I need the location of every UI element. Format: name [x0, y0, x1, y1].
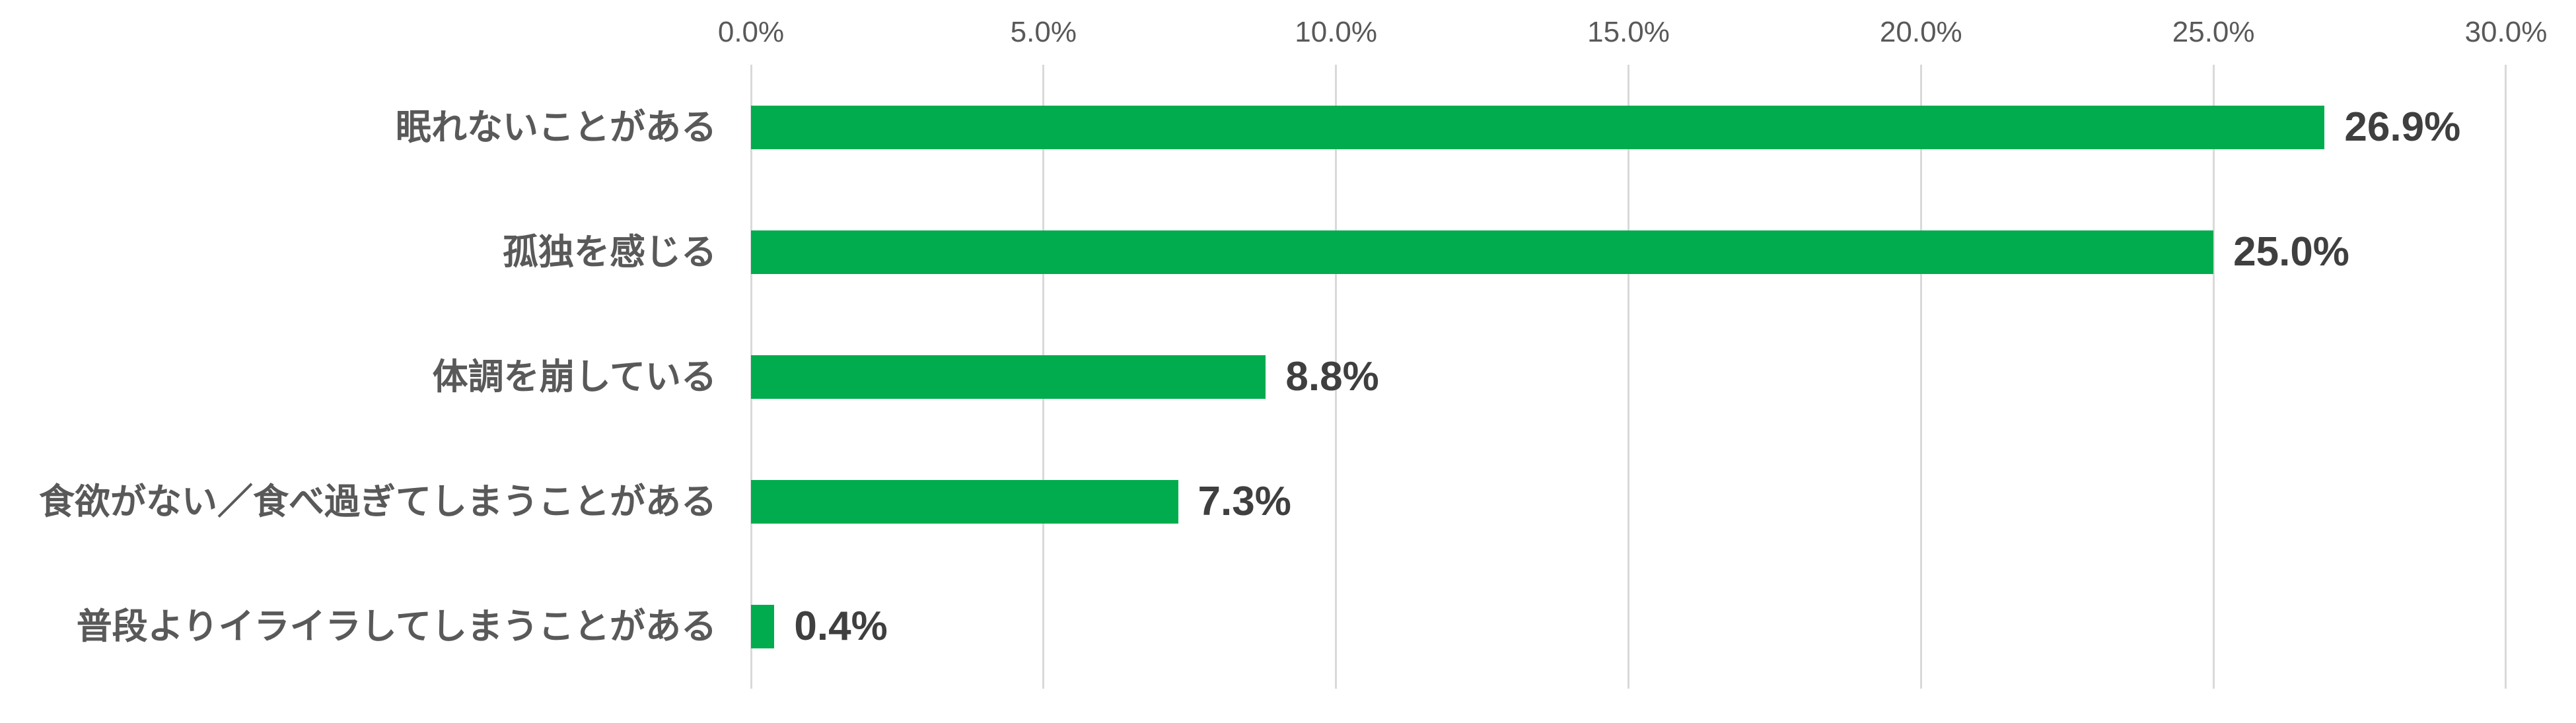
category-label: 食欲がない／食べ過ぎてしまうことがある — [39, 481, 717, 522]
x-axis-tick-label: 0.0% — [717, 16, 785, 48]
x-axis-tick-label: 15.0% — [1587, 16, 1670, 48]
gridline — [2212, 65, 2215, 689]
bar — [751, 479, 1178, 524]
value-label: 7.3% — [1198, 478, 1291, 524]
x-axis-tick-label: 5.0% — [1010, 16, 1077, 48]
category-label: 眠れないことがある — [396, 107, 717, 147]
category-label: 体調を崩している — [432, 357, 717, 397]
value-label: 0.4% — [794, 603, 888, 649]
bar — [751, 230, 2214, 274]
bar — [751, 105, 2325, 149]
x-axis-tick-label: 20.0% — [1879, 16, 1962, 48]
x-axis-tick-label: 30.0% — [2464, 16, 2548, 48]
value-label: 26.9% — [2344, 104, 2461, 150]
bar — [751, 604, 775, 648]
category-label: 孤独を感じる — [503, 232, 717, 272]
gridline — [1335, 65, 1338, 689]
gridline — [1919, 65, 1922, 689]
gridline — [1627, 65, 1629, 689]
x-axis-tick-label: 10.0% — [1295, 16, 1378, 48]
bar — [751, 355, 1266, 399]
value-label: 25.0% — [2233, 228, 2349, 275]
gridline — [2505, 65, 2507, 689]
category-label: 普段よりイライラしてしまうことがある — [76, 606, 717, 646]
value-label: 8.8% — [1285, 353, 1379, 399]
x-axis-tick-label: 25.0% — [2172, 16, 2255, 48]
